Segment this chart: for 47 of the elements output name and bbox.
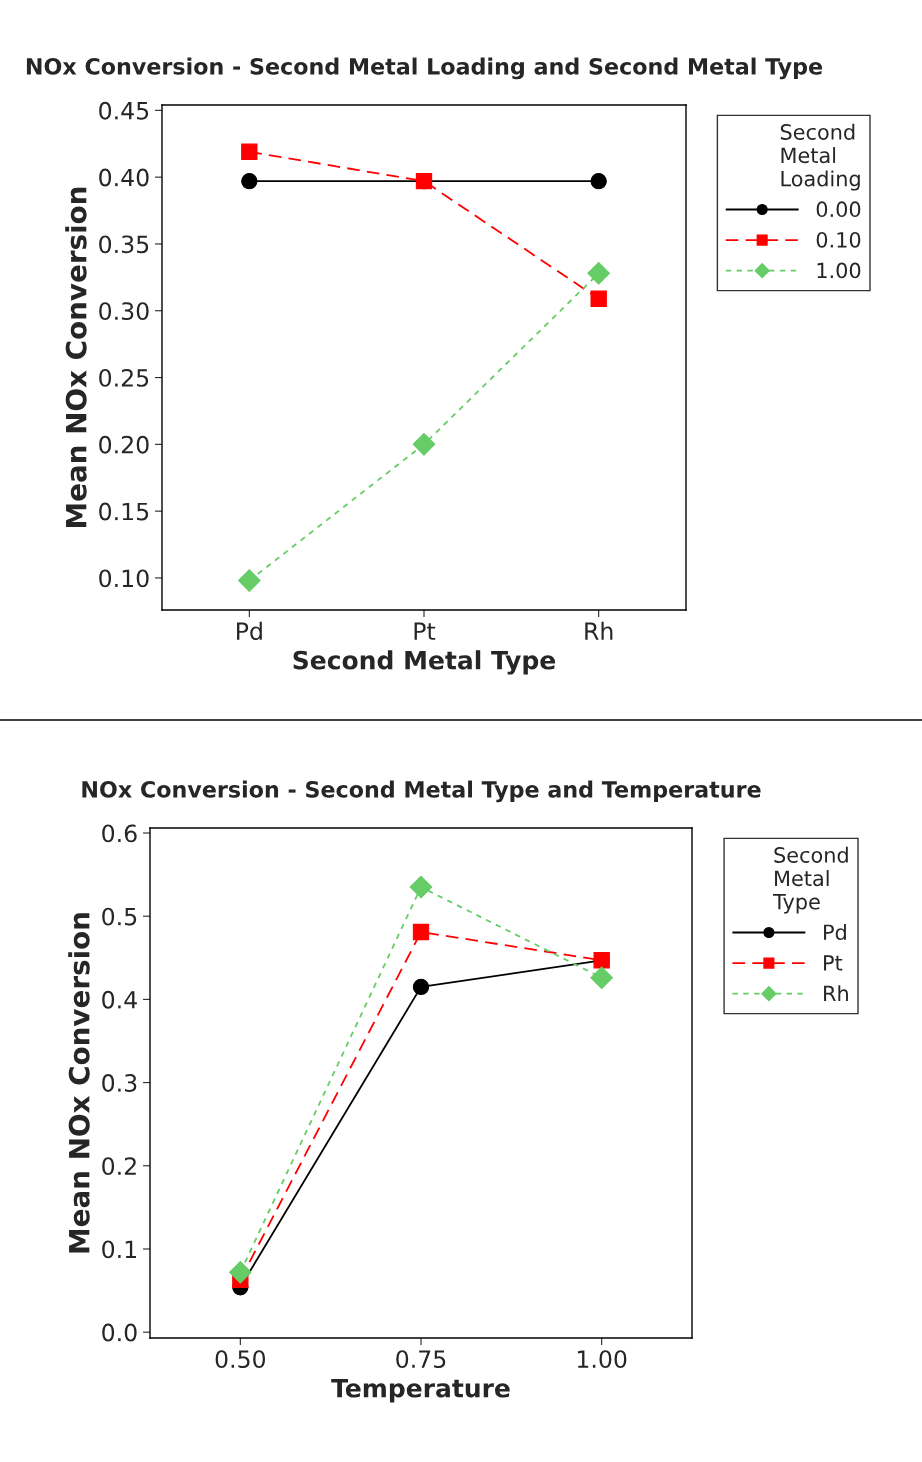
y-tick-label: 0.35 — [99, 235, 149, 254]
point — [229, 1260, 252, 1284]
point — [590, 172, 607, 190]
legend-label: 0.10 — [816, 231, 861, 248]
chart-title: NOx Conversion - Second Metal Loading and Second Metal Type — [26, 57, 823, 80]
x-tick-label: 0.75 — [396, 1350, 446, 1369]
y-tick-label: 0.30 — [99, 302, 149, 321]
x-tick-label: 0.50 — [215, 1350, 266, 1369]
y-tick-label: 0.5 — [102, 907, 137, 926]
point — [412, 978, 430, 996]
y-tick-label: 0.20 — [99, 435, 149, 454]
legend-title: Second Metal Loading — [780, 123, 860, 191]
y-tick-label: 0.3 — [102, 1074, 137, 1092]
y-tick-label: 0.0 — [102, 1323, 137, 1342]
y-tick-label: 0.45 — [99, 101, 149, 120]
chart-title: NOx Conversion - Second Metal Type and Temperature — [82, 780, 761, 803]
x-tick-label: Pd — [237, 621, 262, 641]
legend-label: 1.00 — [817, 262, 861, 279]
legend-title: Second Metal Type — [772, 846, 848, 914]
legend-label: Pt — [824, 955, 843, 971]
y-tick-label: 0.1 — [102, 1240, 137, 1259]
y-tick-label: 0.25 — [99, 368, 149, 387]
point — [587, 262, 610, 285]
y-tick-label: 0.4 — [102, 990, 137, 1009]
point — [241, 172, 258, 190]
point — [241, 143, 258, 160]
x-tick-label: Rh — [585, 621, 613, 640]
point — [409, 875, 433, 899]
legend-label: Rh — [824, 985, 848, 1001]
y-axis-title: Mean NOx Conversion — [65, 187, 87, 527]
x-axis-title: Second Metal Type — [293, 650, 556, 675]
point — [412, 923, 430, 941]
legend-label: Pd — [824, 923, 846, 941]
x-tick-label: 1.00 — [577, 1350, 627, 1369]
y-tick-label: 0.6 — [102, 824, 137, 843]
x-tick-label: Pt — [414, 622, 436, 640]
y-tick-label: 0.2 — [102, 1157, 136, 1176]
y-tick-label: 0.10 — [99, 569, 149, 588]
point — [590, 966, 613, 990]
y-tick-label: 0.15 — [99, 502, 149, 521]
point — [238, 569, 261, 592]
y-tick-label: 0.40 — [99, 168, 149, 187]
point — [412, 433, 436, 456]
point — [590, 290, 607, 307]
legend-label: 0.00 — [816, 201, 861, 218]
x-axis-title: Temperature — [331, 1378, 510, 1403]
y-axis-title: Mean NOx Conversion — [68, 913, 90, 1253]
